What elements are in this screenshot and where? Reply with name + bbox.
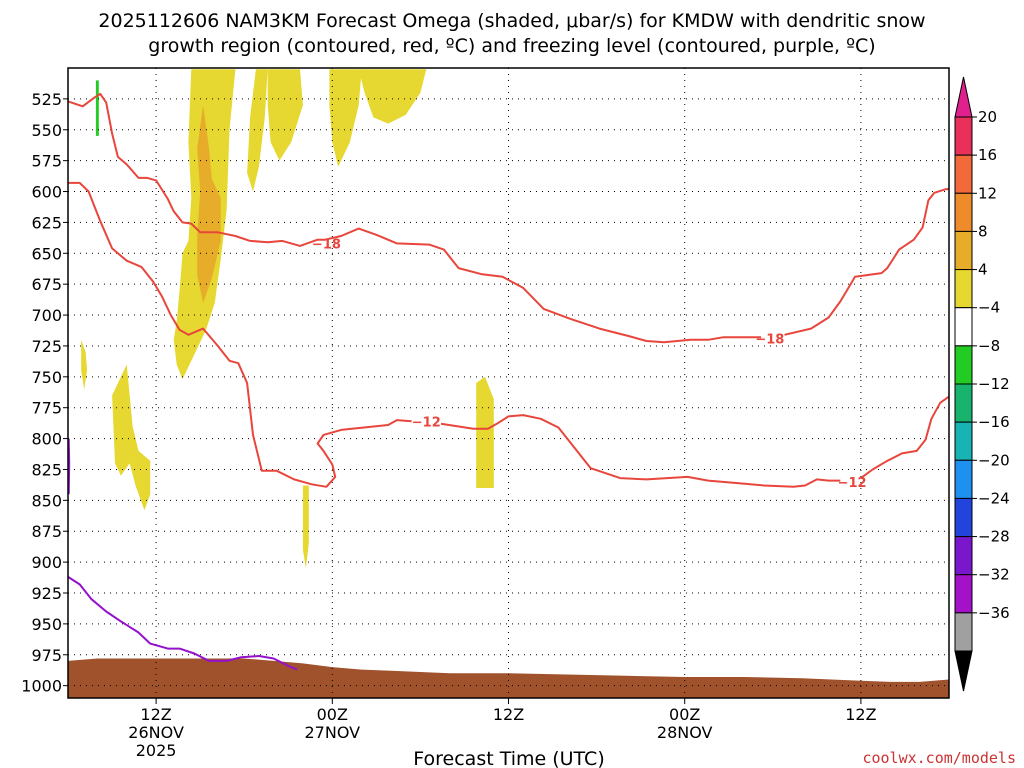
- y-tick-label-775: 775: [31, 399, 62, 418]
- colorbar-swatch-2: [954, 192, 973, 232]
- colorbar-swatch-12: [954, 574, 973, 614]
- contour-labels-layer: −18 −18 −12 −12: [312, 237, 867, 490]
- y-tick-label-650: 650: [31, 244, 62, 263]
- x-tick-label-2-line1: 12Z: [493, 705, 524, 724]
- colorbar-swatch-0: [954, 116, 973, 156]
- omega-shade-region-3: [267, 69, 303, 161]
- x-tick-label-1-line1: 00Z: [317, 705, 348, 724]
- omega-shade-region-7: [112, 364, 151, 511]
- y-tick-label-850: 850: [31, 491, 62, 510]
- y-tick-label-700: 700: [31, 306, 62, 325]
- colorbar-swatch-3: [954, 230, 973, 271]
- y-tick-label-575: 575: [31, 152, 62, 171]
- omega-shade-region-9: [476, 376, 494, 488]
- colorbar-label-12: −32: [978, 566, 1010, 584]
- contour-label-2-1: −12: [838, 476, 867, 491]
- contour-label-0-0: −18: [312, 237, 341, 252]
- y-tick-label-675: 675: [31, 275, 62, 294]
- contour-line-2: [68, 181, 412, 488]
- colorbar-label-8: −16: [978, 413, 1010, 431]
- y-tick-label-975: 975: [31, 646, 62, 665]
- colorbar-label-4: 4: [978, 261, 988, 279]
- y-tick-label-525: 525: [31, 90, 62, 109]
- colorbar-over-triangle: [954, 76, 973, 118]
- contour-label-0-1: −18: [755, 333, 784, 348]
- colorbar-label-0: 20: [978, 108, 997, 126]
- colorbar-swatch-5: [954, 307, 973, 347]
- contour-line-6: [67, 438, 71, 495]
- x-tick-label-4-line1: 12Z: [845, 705, 876, 724]
- y-tick-label-875: 875: [31, 522, 62, 541]
- y-tick-label-625: 625: [31, 213, 62, 232]
- colorbar-label-1: 16: [978, 146, 997, 164]
- y-tick-label-725: 725: [31, 337, 62, 356]
- x-tick-label-0-line2: 26NOV: [128, 723, 184, 742]
- omega-shade-region-10: [95, 80, 99, 136]
- colorbar-swatch-7: [954, 383, 973, 423]
- colorbar-swatch-1: [954, 154, 973, 194]
- y-tick-label-900: 900: [31, 553, 62, 572]
- colorbar-label-7: −12: [978, 375, 1010, 393]
- omega-shade-region-5: [358, 69, 427, 124]
- y-tick-label-750: 750: [31, 368, 62, 387]
- colorbar-swatch-9: [954, 459, 973, 499]
- colorbar-swatch-4: [954, 269, 973, 309]
- x-axis-title: Forecast Time (UTC): [413, 748, 604, 768]
- colorbar-label-9: −20: [978, 451, 1010, 469]
- terrain-fill: [68, 658, 949, 698]
- omega-shade-region-4: [329, 69, 362, 167]
- chart-title-line2: growth region (contoured, red, ºC) and f…: [148, 35, 875, 57]
- x-tick-label-0-line1: 12Z: [140, 705, 171, 724]
- colorbar-label-2: 12: [978, 184, 997, 202]
- contour-line-0: [67, 92, 762, 344]
- colorbar-swatch-6: [954, 345, 973, 385]
- colorbar-swatch-10: [954, 497, 973, 538]
- y-tick-label-600: 600: [31, 183, 62, 202]
- omega-shade-region-2: [247, 69, 268, 192]
- colorbar: 20 16 12 8 4 −4 −8 −12 −16 −20 −24 −28 −32 −36: [954, 76, 1010, 692]
- colorbar-label-3: 8: [978, 222, 988, 240]
- contour-line-3: [440, 414, 841, 488]
- omega-shade-region-1: [197, 105, 221, 303]
- contour-lines-layer: [67, 92, 950, 671]
- contour-line-5: [67, 576, 298, 671]
- omega-shade-region-6: [81, 339, 88, 390]
- contour-line-4: [860, 395, 950, 479]
- y-tick-label-550: 550: [31, 121, 62, 140]
- terrain-layer: [68, 658, 949, 698]
- y-tick-label-825: 825: [31, 460, 62, 479]
- colorbar-label-11: −28: [978, 528, 1010, 546]
- chart-title-line1: 2025112606 NAM3KM Forecast Omega (shaded…: [98, 10, 925, 32]
- colorbar-under-triangle: [954, 650, 973, 692]
- y-tick-label-800: 800: [31, 430, 62, 449]
- x-tick-label-1-line2: 27NOV: [305, 723, 361, 742]
- omega-shading-layer: [81, 69, 494, 569]
- colorbar-swatch-13: [954, 612, 973, 652]
- y-tick-label-925: 925: [31, 584, 62, 603]
- omega-shade-region-8: [302, 485, 309, 569]
- colorbar-label-10: −24: [978, 489, 1010, 507]
- credit-text: coolwx.com/models: [862, 749, 1016, 767]
- colorbar-label-5: −4: [978, 299, 1000, 317]
- colorbar-swatch-11: [954, 536, 973, 576]
- colorbar-label-13: −36: [978, 604, 1010, 622]
- contour-label-2-0: −12: [412, 415, 441, 430]
- contour-line-1: [784, 188, 949, 336]
- colorbar-label-6: −8: [978, 337, 1000, 355]
- y-axis: 525 550 575 600 625 650 675 700 725 750 775 800 825 8…: [21, 90, 68, 696]
- y-tick-label-950: 950: [31, 615, 62, 634]
- colorbar-swatch-8: [954, 421, 973, 461]
- y-tick-label-1000: 1000: [21, 677, 62, 696]
- x-tick-label-3-line2: 28NOV: [657, 723, 713, 742]
- x-tick-label-0-line3: 2025: [136, 741, 177, 760]
- x-tick-label-3-line1: 00Z: [669, 705, 700, 724]
